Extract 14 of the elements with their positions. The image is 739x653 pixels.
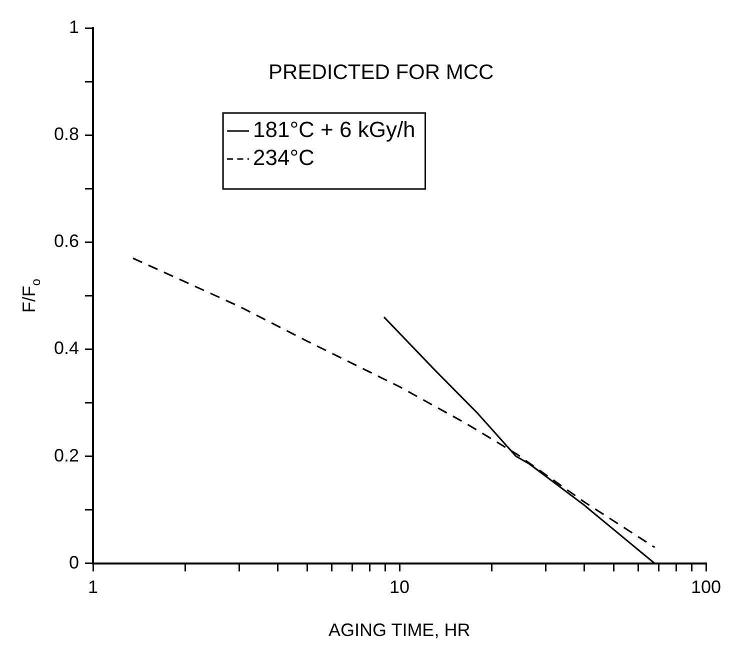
y-tick-label: 0.8 [54,124,80,144]
y-tick-label: 0.2 [54,445,80,466]
y-tick-label: 1 [69,16,80,37]
legend-label: 234°C [253,145,315,170]
x-axis-title: AGING TIME, HR [328,620,470,640]
y-axis-title: F/Fo [18,278,43,313]
y-tick-label: 0.4 [54,338,80,358]
x-tick-label: 100 [690,577,722,598]
x-tick-label: 1 [88,577,98,598]
x-tick-label: 10 [389,577,410,598]
legend-label: 181°C + 6 kGy/h [253,117,416,142]
annotation: PREDICTED FOR MCC [268,60,494,84]
y-tick-label: 0.6 [54,231,80,252]
y-tick-label: 0 [69,552,80,572]
